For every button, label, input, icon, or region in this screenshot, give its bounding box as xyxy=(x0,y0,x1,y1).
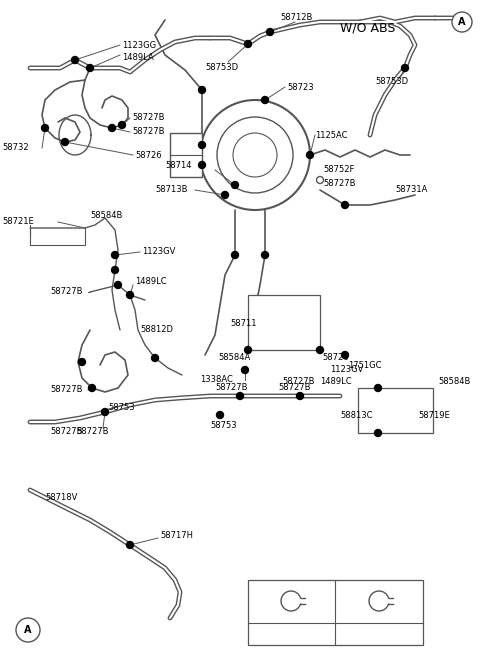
Bar xyxy=(358,388,433,433)
Bar xyxy=(248,295,320,350)
Circle shape xyxy=(401,64,408,71)
Circle shape xyxy=(297,392,303,400)
Text: 58727B: 58727B xyxy=(50,428,83,436)
Text: A: A xyxy=(458,17,466,27)
Circle shape xyxy=(61,138,69,145)
Circle shape xyxy=(341,202,348,208)
Text: 58718V: 58718V xyxy=(45,493,77,502)
Text: 58731A: 58731A xyxy=(395,185,427,195)
Text: 58584A: 58584A xyxy=(218,354,250,362)
Circle shape xyxy=(244,346,252,354)
Text: 1123GV: 1123GV xyxy=(142,248,175,257)
Circle shape xyxy=(237,392,243,400)
Circle shape xyxy=(374,430,382,436)
Text: 58726: 58726 xyxy=(322,354,348,362)
Text: 58727B: 58727B xyxy=(215,383,248,392)
Text: 1123GG: 1123GG xyxy=(122,41,156,50)
Text: 1125AC: 1125AC xyxy=(315,130,348,140)
Circle shape xyxy=(241,367,249,373)
Text: 58727B: 58727B xyxy=(50,386,83,394)
Text: 58753: 58753 xyxy=(108,403,134,413)
Text: 1125AL: 1125AL xyxy=(362,629,396,639)
Circle shape xyxy=(115,282,121,288)
Circle shape xyxy=(199,162,205,168)
Text: 58714: 58714 xyxy=(165,160,192,170)
Circle shape xyxy=(233,133,277,177)
Text: 58719E: 58719E xyxy=(418,411,450,419)
Circle shape xyxy=(262,96,268,103)
Text: 1338AC: 1338AC xyxy=(200,375,233,384)
Text: 58584B: 58584B xyxy=(438,377,470,386)
Text: 58753: 58753 xyxy=(210,421,237,430)
Circle shape xyxy=(101,409,108,415)
Text: 58727B: 58727B xyxy=(132,128,165,136)
Text: A: A xyxy=(24,625,32,635)
Circle shape xyxy=(266,29,274,35)
Circle shape xyxy=(262,252,268,259)
Text: 1489LC: 1489LC xyxy=(320,377,352,386)
Circle shape xyxy=(221,191,228,198)
Text: 58732: 58732 xyxy=(2,143,29,153)
Text: 58723: 58723 xyxy=(287,83,313,92)
Bar xyxy=(248,580,423,645)
Text: 1123GX: 1123GX xyxy=(273,629,309,639)
Circle shape xyxy=(244,41,252,48)
Circle shape xyxy=(341,352,348,358)
Text: 1489LA: 1489LA xyxy=(122,52,154,62)
Text: 58753D: 58753D xyxy=(205,64,238,73)
Text: 1751GC: 1751GC xyxy=(348,360,382,369)
Text: 58727B: 58727B xyxy=(282,377,314,386)
Circle shape xyxy=(16,618,40,642)
Circle shape xyxy=(217,117,293,193)
Circle shape xyxy=(88,384,96,392)
Circle shape xyxy=(231,252,239,259)
Circle shape xyxy=(119,121,125,128)
Text: 58713B: 58713B xyxy=(155,185,188,195)
Text: 58711: 58711 xyxy=(230,318,256,328)
Text: 58721E: 58721E xyxy=(2,217,34,227)
Circle shape xyxy=(231,181,239,189)
Circle shape xyxy=(199,141,205,149)
Circle shape xyxy=(374,384,382,392)
Text: 58813C: 58813C xyxy=(340,411,372,419)
Circle shape xyxy=(307,151,313,159)
Text: 58727B: 58727B xyxy=(278,383,311,392)
Text: 58812D: 58812D xyxy=(140,326,173,335)
Text: 58727B: 58727B xyxy=(132,113,165,122)
Text: 58727B: 58727B xyxy=(50,288,83,297)
Circle shape xyxy=(127,291,133,299)
Circle shape xyxy=(86,64,94,71)
Text: 58752F: 58752F xyxy=(323,166,354,174)
Text: 58753D: 58753D xyxy=(375,77,408,86)
Text: 58727B: 58727B xyxy=(323,179,356,187)
Text: 58727B: 58727B xyxy=(76,428,108,436)
Circle shape xyxy=(152,354,158,362)
Text: 58726: 58726 xyxy=(135,151,162,160)
Circle shape xyxy=(199,86,205,94)
Circle shape xyxy=(111,267,119,274)
Text: 58584B: 58584B xyxy=(90,210,122,219)
Text: 58717H: 58717H xyxy=(160,531,193,540)
Circle shape xyxy=(200,100,310,210)
Text: 58712B: 58712B xyxy=(280,14,312,22)
Circle shape xyxy=(72,56,79,64)
Circle shape xyxy=(216,411,224,419)
Text: 1123GV: 1123GV xyxy=(330,365,363,375)
Circle shape xyxy=(41,124,48,132)
Text: W/O ABS: W/O ABS xyxy=(340,22,396,35)
Circle shape xyxy=(127,542,133,548)
Circle shape xyxy=(452,12,472,32)
Circle shape xyxy=(316,346,324,354)
Circle shape xyxy=(111,252,119,259)
Circle shape xyxy=(108,124,116,132)
Circle shape xyxy=(79,358,85,365)
Bar xyxy=(170,133,202,177)
Text: 1489LC: 1489LC xyxy=(135,278,167,286)
